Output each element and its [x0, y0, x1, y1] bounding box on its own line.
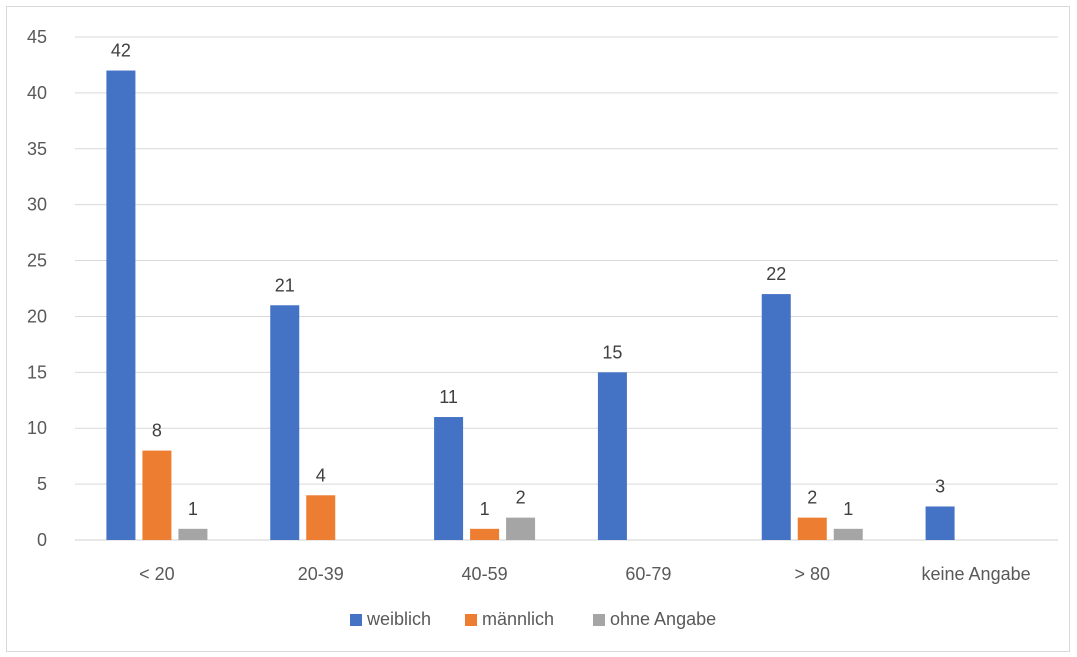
data-label: 15	[602, 342, 622, 362]
y-tick-label: 5	[37, 474, 47, 494]
bar-ohne-angabe	[178, 528, 208, 540]
y-tick-label: 10	[27, 418, 47, 438]
data-label: 2	[807, 488, 817, 508]
data-label: 4	[316, 465, 326, 485]
bar-männlich	[470, 528, 500, 540]
data-label: 11	[439, 387, 458, 407]
data-label: 1	[843, 499, 853, 519]
bar-weiblich	[434, 417, 464, 540]
bar-ohne-angabe	[833, 528, 863, 540]
x-category-label: < 20	[139, 564, 175, 584]
y-tick-label: 15	[27, 362, 47, 382]
bar-männlich	[306, 495, 336, 540]
legend-item[interactable]: ohne Angabe	[593, 609, 716, 629]
legend-label: weiblich	[366, 609, 431, 629]
data-label: 1	[480, 499, 490, 519]
bar-ohne-angabe	[506, 517, 536, 540]
data-label: 1	[188, 499, 198, 519]
y-tick-label: 40	[27, 83, 47, 103]
bar-männlich	[142, 450, 172, 540]
data-label: 22	[766, 264, 786, 284]
y-tick-label: 35	[27, 139, 47, 159]
x-category-label: 60-79	[625, 564, 671, 584]
legend-swatch	[593, 614, 605, 626]
legend-swatch	[350, 614, 362, 626]
legend-label: ohne Angabe	[610, 609, 716, 629]
bar-männlich	[797, 517, 827, 540]
x-category-label: keine Angabe	[922, 564, 1031, 584]
legend-swatch	[465, 614, 477, 626]
data-label: 2	[516, 488, 526, 508]
data-label: 8	[152, 421, 162, 441]
y-tick-label: 30	[27, 195, 47, 215]
data-label: 3	[935, 476, 945, 496]
bar-weiblich	[270, 305, 300, 540]
y-tick-label: 0	[37, 530, 47, 550]
bar-weiblich	[761, 294, 791, 540]
bar-weiblich	[597, 372, 627, 540]
bar-weiblich	[106, 70, 136, 541]
legend-label: männlich	[482, 609, 554, 629]
x-category-label: 40-59	[462, 564, 508, 584]
legend-item[interactable]: weiblich	[350, 609, 431, 629]
x-category-label: > 80	[794, 564, 830, 584]
chart-frame	[6, 6, 1070, 652]
y-tick-label: 25	[27, 251, 47, 271]
legend-item[interactable]: männlich	[465, 609, 554, 629]
y-tick-label: 20	[27, 306, 47, 326]
bar-weiblich	[925, 506, 955, 540]
data-label: 21	[275, 275, 295, 295]
data-label: 42	[111, 41, 131, 61]
x-category-label: 20-39	[298, 564, 344, 584]
y-tick-label: 45	[27, 27, 47, 47]
